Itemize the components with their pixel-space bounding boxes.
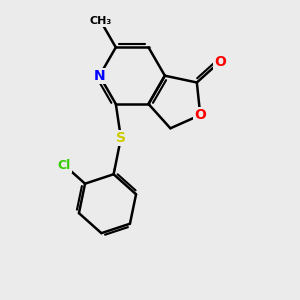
- Text: N: N: [94, 69, 105, 83]
- Text: O: O: [214, 55, 226, 69]
- Text: S: S: [116, 131, 126, 145]
- Text: CH₃: CH₃: [90, 16, 112, 26]
- Text: Cl: Cl: [58, 159, 71, 172]
- Text: O: O: [194, 108, 206, 122]
